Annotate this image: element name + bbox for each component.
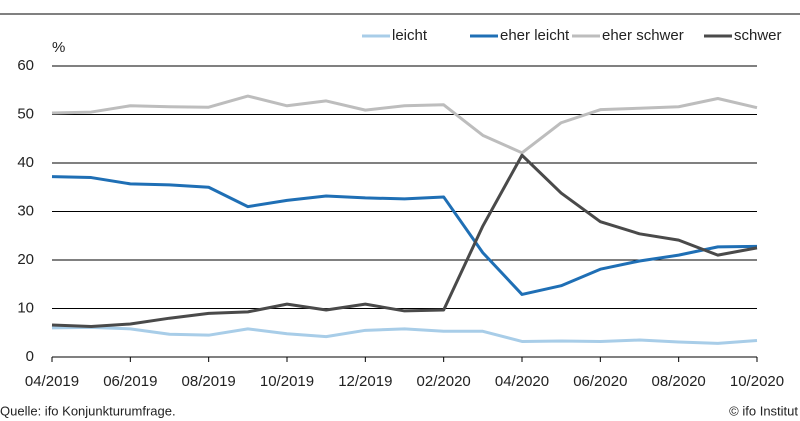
series-line xyxy=(51,153,758,328)
copyright: © ifo Institut xyxy=(729,403,798,418)
y-tick-label: 0 xyxy=(26,348,34,365)
x-tick-label: 12/2019 xyxy=(338,373,392,390)
x-tick-label: 06/2020 xyxy=(573,373,627,390)
x-tick-label: 10/2019 xyxy=(260,373,314,390)
x-tick-label: 04/2019 xyxy=(25,373,79,390)
series-line xyxy=(51,94,758,155)
series-line xyxy=(51,175,758,296)
legend-label: eher schwer xyxy=(602,27,684,44)
y-unit-label: % xyxy=(52,39,65,56)
source: Quelle: ifo Konjunkturumfrage. xyxy=(0,403,176,418)
y-tick-label: 50 xyxy=(17,105,34,122)
x-tick-label: 08/2020 xyxy=(652,373,706,390)
x-tick-label: 10/2020 xyxy=(730,373,784,390)
legend-label: leicht xyxy=(392,27,428,44)
x-tick-label: 06/2019 xyxy=(103,373,157,390)
y-tick-label: 20 xyxy=(17,251,34,268)
x-tick-label: 02/2020 xyxy=(417,373,471,390)
legend-label: eher leicht xyxy=(500,27,570,44)
y-tick-label: 30 xyxy=(17,202,34,219)
y-tick-label: 40 xyxy=(17,154,34,171)
y-tick-label: 10 xyxy=(17,299,34,316)
x-tick-label: 08/2019 xyxy=(182,373,236,390)
x-tick-label: 04/2020 xyxy=(495,373,549,390)
y-tick-label: 60 xyxy=(17,57,34,74)
legend-label: schwer xyxy=(734,27,782,44)
series-line xyxy=(51,325,758,345)
